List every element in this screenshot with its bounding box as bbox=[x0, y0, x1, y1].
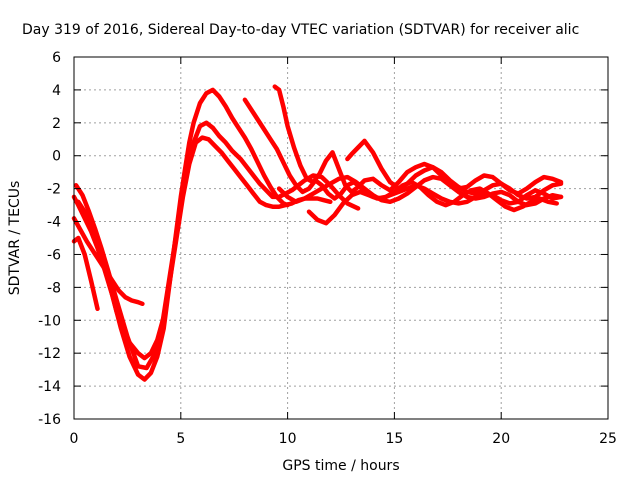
series-arc-5 bbox=[71, 235, 100, 312]
y-tick-label: -4 bbox=[47, 215, 61, 231]
data-series bbox=[71, 84, 564, 382]
grid bbox=[74, 57, 608, 419]
x-tick-label: 15 bbox=[385, 431, 403, 447]
y-tick-label: -12 bbox=[38, 346, 61, 362]
y-tick-label: -2 bbox=[47, 182, 61, 198]
series-arc-7 bbox=[272, 84, 564, 196]
x-tick-label: 20 bbox=[492, 431, 510, 447]
y-axis-label: SDTVAR / TECUs bbox=[7, 181, 23, 296]
y-tick-label: -10 bbox=[38, 313, 61, 329]
ticks bbox=[73, 56, 609, 420]
x-tick-label: 5 bbox=[176, 431, 185, 447]
series-arc-8 bbox=[345, 138, 564, 201]
y-tick-label: 0 bbox=[52, 149, 61, 165]
plot-frame bbox=[73, 56, 609, 420]
y-tick-label: 6 bbox=[52, 50, 61, 66]
x-tick-label: 25 bbox=[599, 431, 617, 447]
x-axis-label: GPS time / hours bbox=[282, 458, 399, 474]
series-arc-9 bbox=[276, 174, 564, 208]
y-tick-label: 2 bbox=[52, 116, 61, 132]
x-tick-label: 10 bbox=[279, 431, 297, 447]
tick-labels: 0 5 10 15 20 25 -16 -14 -12 -10 -8 -6 -4 -2 0 2 4 6 bbox=[38, 50, 617, 447]
y-tick-label: -14 bbox=[38, 379, 61, 395]
x-tick-label: 0 bbox=[70, 431, 79, 447]
series-arc-10 bbox=[306, 179, 559, 226]
y-tick-label: -8 bbox=[47, 280, 61, 296]
series-arc-3 bbox=[76, 135, 333, 361]
chart-title: Day 319 of 2016, Sidereal Day-to-day VTE… bbox=[22, 22, 579, 38]
series-arc-4 bbox=[73, 120, 361, 371]
y-tick-label: -16 bbox=[38, 412, 61, 428]
y-tick-label: -6 bbox=[47, 247, 61, 263]
y-tick-label: 4 bbox=[52, 83, 61, 99]
